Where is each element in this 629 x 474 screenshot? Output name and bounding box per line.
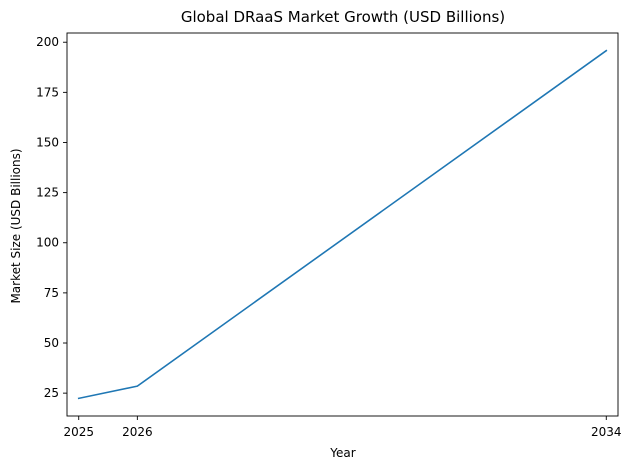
chart-title: Global DRaaS Market Growth (USD Billions…	[181, 8, 505, 26]
plot-area: 2025 2026 2034 25 50 75 100 125 150 175 200	[36, 32, 622, 439]
x-tick-label: 2025	[63, 425, 94, 439]
y-tick-label: 50	[44, 336, 59, 350]
y-tick-label: 125	[36, 186, 59, 200]
y-tick-label: 100	[36, 236, 59, 250]
y-axis-label: Market Size (USD Billions)	[9, 148, 23, 303]
x-tick-label: 2034	[591, 425, 622, 439]
y-tick-label: 175	[36, 85, 59, 99]
x-tick-label: 2026	[122, 425, 153, 439]
y-tick-label: 200	[36, 35, 59, 49]
plot-frame	[66, 32, 619, 417]
series-line-0	[77, 49, 608, 400]
y-tick-label: 150	[36, 135, 59, 149]
x-axis-label: Year	[329, 446, 355, 460]
y-tick-label: 75	[44, 286, 59, 300]
y-tick-label: 25	[44, 386, 59, 400]
